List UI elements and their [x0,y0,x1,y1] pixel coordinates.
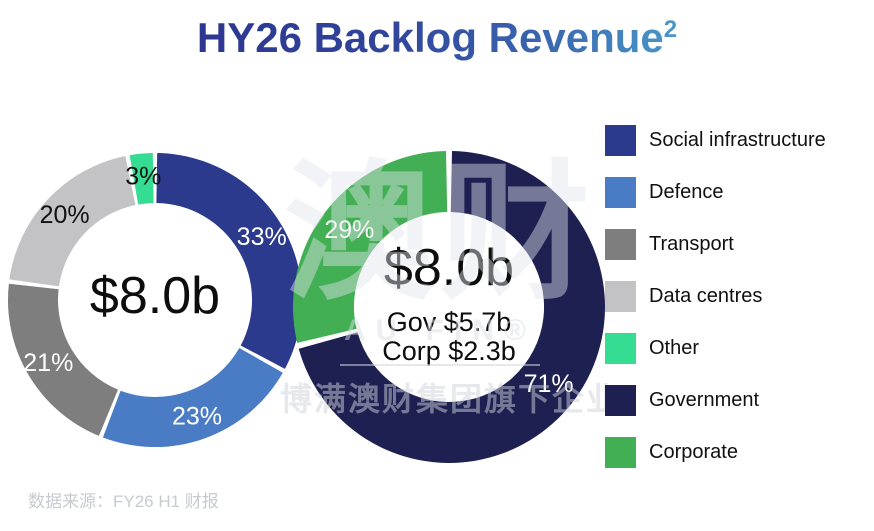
legend-swatch-icon [605,229,636,260]
pct-label-defence: 23% [172,403,222,431]
center-subtotal-backlog-by-client: Gov $5.7b [387,307,512,337]
legend-label: Government [649,389,760,411]
source-note: 数据来源：FY26 H1 财报 [28,492,219,511]
title-text: HY26 Backlog Revenue [196,14,664,61]
legend-swatch-icon [605,437,636,468]
pct-label-social-infrastructure: 33% [237,223,287,251]
legend-swatch-icon [605,177,636,208]
legend-label: Defence [649,181,724,203]
pct-label-government: 71% [524,370,574,398]
segment-social-infrastructure [156,153,303,369]
page-title: HY26 Backlog Revenue2 [0,14,874,62]
legend-item-social-infrastructure: Social infrastructure [605,125,826,156]
legend-swatch-icon [605,333,636,364]
title-superscript: 2 [663,16,678,43]
segment-other [129,153,154,205]
legend-label: Data centres [649,285,763,307]
legend-label: Transport [649,233,734,255]
legend-swatch-icon [605,125,636,156]
center-total-backlog-by-client: $8.0b [384,239,514,297]
segment-transport [7,283,119,436]
chart-legend: Social infrastructure Defence Transport … [605,125,826,468]
legend-item-corporate: Corporate [605,437,826,468]
pct-label-corporate: 29% [324,216,374,244]
legend-swatch-icon [605,385,636,416]
legend-item-transport: Transport [605,229,826,260]
segment-government [298,151,606,463]
legend-item-defence: Defence [605,177,826,208]
pct-label-other: 3% [125,163,161,191]
legend-item-other: Other [605,333,826,364]
legend-item-government: Government [605,385,826,416]
legend-label: Corporate [649,441,738,463]
segment-corporate [293,151,448,343]
center-subtotal-backlog-by-client: Corp $2.3b [382,336,516,366]
legend-swatch-icon [605,281,636,312]
pct-label-data-centres: 20% [40,201,90,229]
segment-defence [102,348,283,448]
pct-label-transport: 21% [23,349,73,377]
legend-item-data-centres: Data centres [605,281,826,312]
legend-label: Social infrastructure [649,129,826,151]
legend-label: Other [649,337,700,359]
segment-data-centres [9,156,136,287]
center-total-backlog-by-sector: $8.0b [90,267,220,325]
